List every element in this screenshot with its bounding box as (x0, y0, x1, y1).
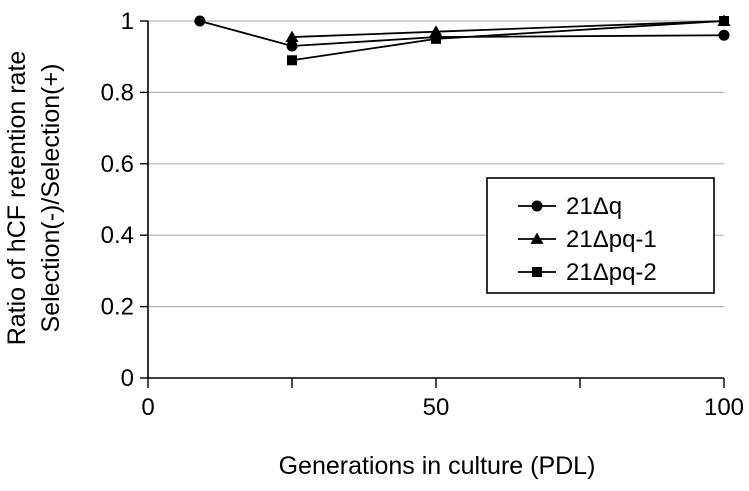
data-point (431, 33, 441, 44)
legend-item: 21Δq (518, 193, 622, 220)
x-axis-title: Generations in culture (PDL) (279, 452, 596, 480)
y-tick-label: 0 (121, 365, 134, 392)
data-point (286, 40, 298, 52)
data-point (429, 25, 443, 37)
y-tick-label: 0.2 (101, 294, 134, 321)
series-line (291, 20, 725, 62)
series-3 (287, 16, 729, 66)
x-tick-label: 0 (141, 394, 154, 421)
legend: 21Δq 21Δpq-1 21Δpq-2 (486, 177, 715, 294)
axes (140, 20, 725, 388)
y-tick-labels: 0 0.2 0.4 0.6 0.8 1 (101, 8, 134, 392)
legend-box (486, 177, 715, 294)
y-tick-label: 1 (121, 8, 134, 35)
legend-marker (531, 200, 543, 212)
data-point (287, 55, 297, 66)
legend-label: 21Δpq-1 (566, 226, 657, 253)
plot-series (194, 14, 731, 66)
data-point (194, 15, 206, 27)
y-tick-label: 0.6 (101, 151, 134, 178)
x-tick-label: 100 (704, 394, 744, 421)
x-tick-label: 50 (423, 394, 450, 421)
legend-item: 21Δpq-1 (518, 226, 657, 253)
legend-label: 21Δpq-2 (566, 259, 657, 286)
y-axis-title-line-1: Ratio of hCF retention rate (3, 51, 31, 346)
data-point (285, 30, 299, 42)
data-point (719, 16, 729, 26)
legend-item: 21Δpq-2 (518, 259, 657, 286)
data-point (718, 29, 730, 41)
y-axis-title-line-2: Selection(-)/Selection(+) (37, 64, 65, 333)
legend-label: 21Δq (566, 193, 622, 220)
legend-marker (530, 232, 544, 244)
series-2 (285, 14, 731, 42)
series-line (199, 20, 725, 47)
legend-marker (532, 267, 542, 277)
legend-entries: 21Δq 21Δpq-1 21Δpq-2 (518, 193, 657, 286)
y-tick-label: 0.8 (101, 79, 134, 106)
y-tick-label: 0.4 (101, 222, 134, 249)
y-axis-title: Ratio of hCF retention rate Selection(-)… (3, 51, 65, 346)
x-tick-labels: 0 50 100 (141, 394, 744, 421)
